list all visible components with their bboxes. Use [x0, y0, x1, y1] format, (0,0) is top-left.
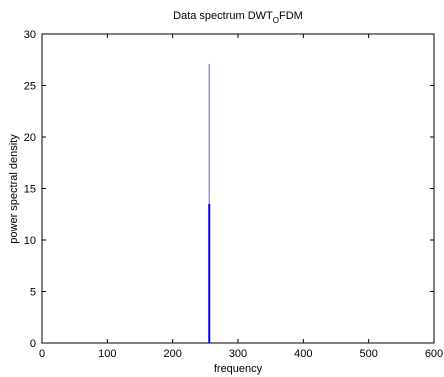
chart-title-subscript: O: [273, 16, 279, 25]
y-tick-label: 30: [24, 29, 36, 41]
plot-area: [41, 33, 435, 344]
chart-title: Data spectrum DWTOFDM: [173, 10, 303, 25]
x-tick-label: 600: [425, 348, 443, 360]
y-tick-label: 0: [30, 338, 36, 350]
y-tick-label: 15: [24, 184, 36, 196]
x-tick-label: 300: [229, 348, 247, 360]
x-axis-label: frequency: [214, 363, 263, 375]
y-tick-label: 10: [24, 235, 36, 247]
x-axis-ticks: 0 100 200 300 400 500 600: [39, 34, 443, 360]
y-axis-label: power spectral density: [8, 134, 20, 244]
x-tick-label: 100: [98, 348, 116, 360]
x-tick-label: 200: [163, 348, 181, 360]
chart-title-main: Data spectrum DWT: [173, 10, 273, 22]
y-axis-ticks: 0 5 10 15 20 25 30: [24, 29, 434, 350]
chart-title-suffix: FDM: [279, 10, 303, 22]
y-tick-label: 5: [30, 287, 36, 299]
x-tick-label: 400: [294, 348, 312, 360]
x-tick-label: 500: [359, 348, 377, 360]
y-tick-label: 20: [24, 132, 36, 144]
x-tick-label: 0: [39, 348, 45, 360]
y-tick-label: 25: [24, 81, 36, 93]
